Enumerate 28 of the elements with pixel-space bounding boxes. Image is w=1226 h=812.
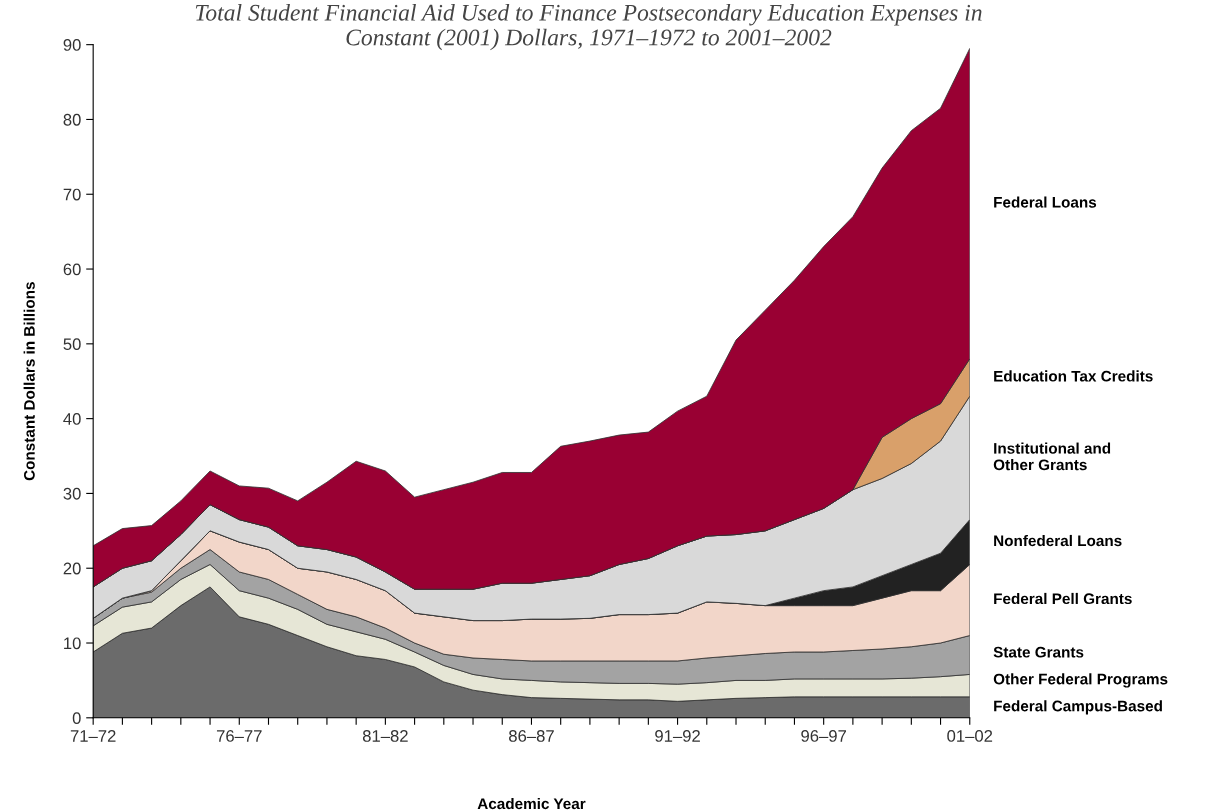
series-label: Institutional and Other Grants xyxy=(993,442,1111,471)
y-tick-label: 70 xyxy=(63,188,81,201)
x-tick-label: 01–02 xyxy=(947,730,993,742)
series-label: Other Federal Programs xyxy=(993,673,1168,688)
x-tick-label: 71–72 xyxy=(70,730,116,742)
x-tick-label: 96–97 xyxy=(801,730,847,742)
series-label: State Grants xyxy=(993,646,1084,658)
x-tick-label: 76–77 xyxy=(216,730,262,742)
y-tick-label: 30 xyxy=(63,487,81,500)
y-tick-label: 10 xyxy=(64,637,81,650)
y-tick-label: 20 xyxy=(63,562,81,575)
x-axis-title: Academic Year xyxy=(477,797,586,810)
y-tick-label: 40 xyxy=(63,413,81,425)
series-label: Federal Pell Grants xyxy=(994,592,1132,605)
y-tick-label: 90 xyxy=(63,39,81,51)
y-tick-label: 0 xyxy=(72,712,81,725)
chart-title: Total Student Financial Aid Used to Finance Postsecondary Education Expenses in Constant (2001) Dollars, 1971–1972 to 2001–2002 xyxy=(195,4,982,51)
series-label: Federal Loans xyxy=(994,196,1097,208)
x-tick-label: 81–82 xyxy=(362,730,408,742)
series-label: Education Tax Credits xyxy=(994,370,1153,382)
series-label: Nonfederal Loans xyxy=(994,534,1122,547)
y-axis-title: Constant Dollars in Billions xyxy=(23,282,35,481)
y-tick-label: 60 xyxy=(63,263,81,276)
series-label: Federal Campus-Based xyxy=(994,700,1162,715)
x-tick-label: 86–87 xyxy=(509,730,554,742)
y-tick-label: 80 xyxy=(63,113,81,126)
y-tick-label: 50 xyxy=(63,338,81,351)
x-tick-label: 91–92 xyxy=(655,730,700,742)
